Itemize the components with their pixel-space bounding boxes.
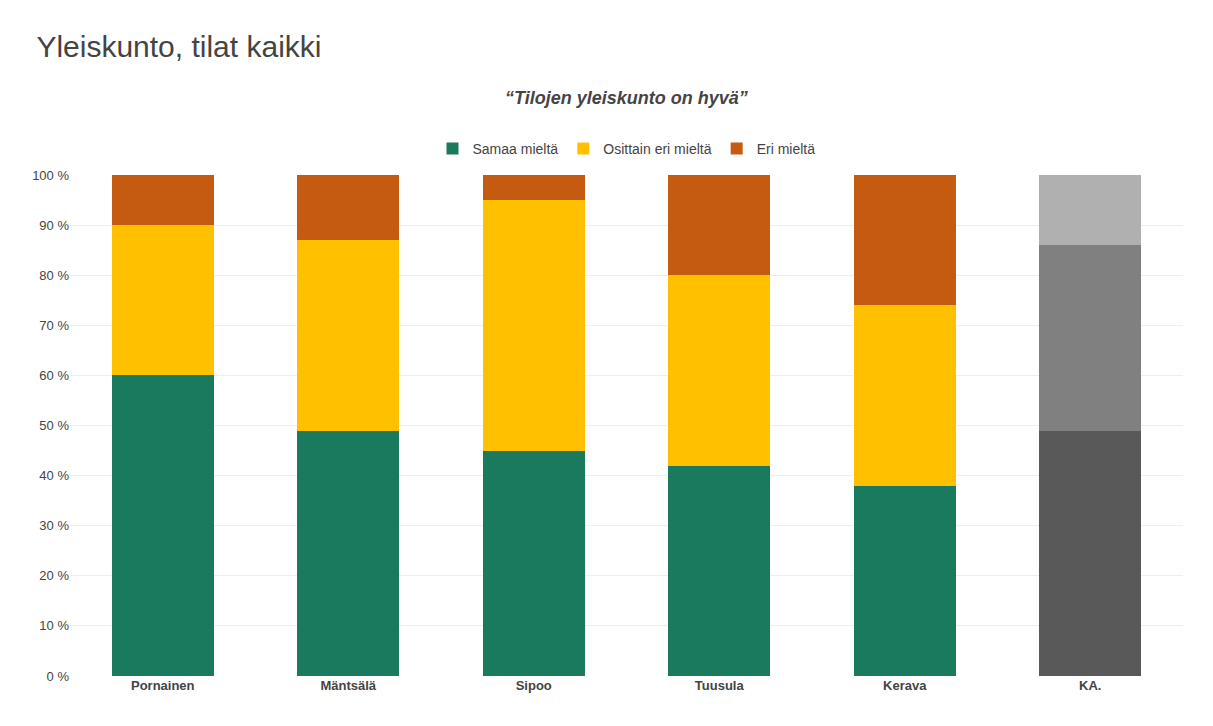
svg-text:90 %: 90 %	[39, 218, 69, 233]
svg-text:30 %: 30 %	[39, 518, 69, 533]
svg-text:Mäntsälä: Mäntsälä	[320, 678, 376, 693]
svg-text:10 %: 10 %	[39, 618, 69, 633]
svg-text:80 %: 80 %	[39, 268, 69, 283]
svg-text:60 %: 60 %	[39, 368, 69, 383]
svg-text:Sipoo: Sipoo	[516, 678, 552, 693]
svg-text:KA.: KA.	[1079, 678, 1101, 693]
svg-text:70 %: 70 %	[39, 318, 69, 333]
svg-text:Eri mieltä: Eri mieltä	[757, 141, 816, 157]
svg-text:“Tilojen yleiskunto on hyvä”: “Tilojen yleiskunto on hyvä”	[505, 88, 748, 108]
svg-text:Pornainen: Pornainen	[131, 678, 195, 693]
svg-text:20 %: 20 %	[39, 568, 69, 583]
svg-text:100 %: 100 %	[32, 168, 69, 183]
svg-text:Samaa mieltä: Samaa mieltä	[473, 141, 559, 157]
svg-text:Osittain eri mieltä: Osittain eri mieltä	[603, 141, 711, 157]
svg-text:50 %: 50 %	[39, 418, 69, 433]
svg-text:40 %: 40 %	[39, 468, 69, 483]
svg-text:Yleiskunto, tilat kaikki: Yleiskunto, tilat kaikki	[36, 30, 321, 63]
svg-text:Tuusula: Tuusula	[695, 678, 745, 693]
svg-text:0 %: 0 %	[47, 669, 70, 684]
svg-text:Kerava: Kerava	[883, 678, 927, 693]
